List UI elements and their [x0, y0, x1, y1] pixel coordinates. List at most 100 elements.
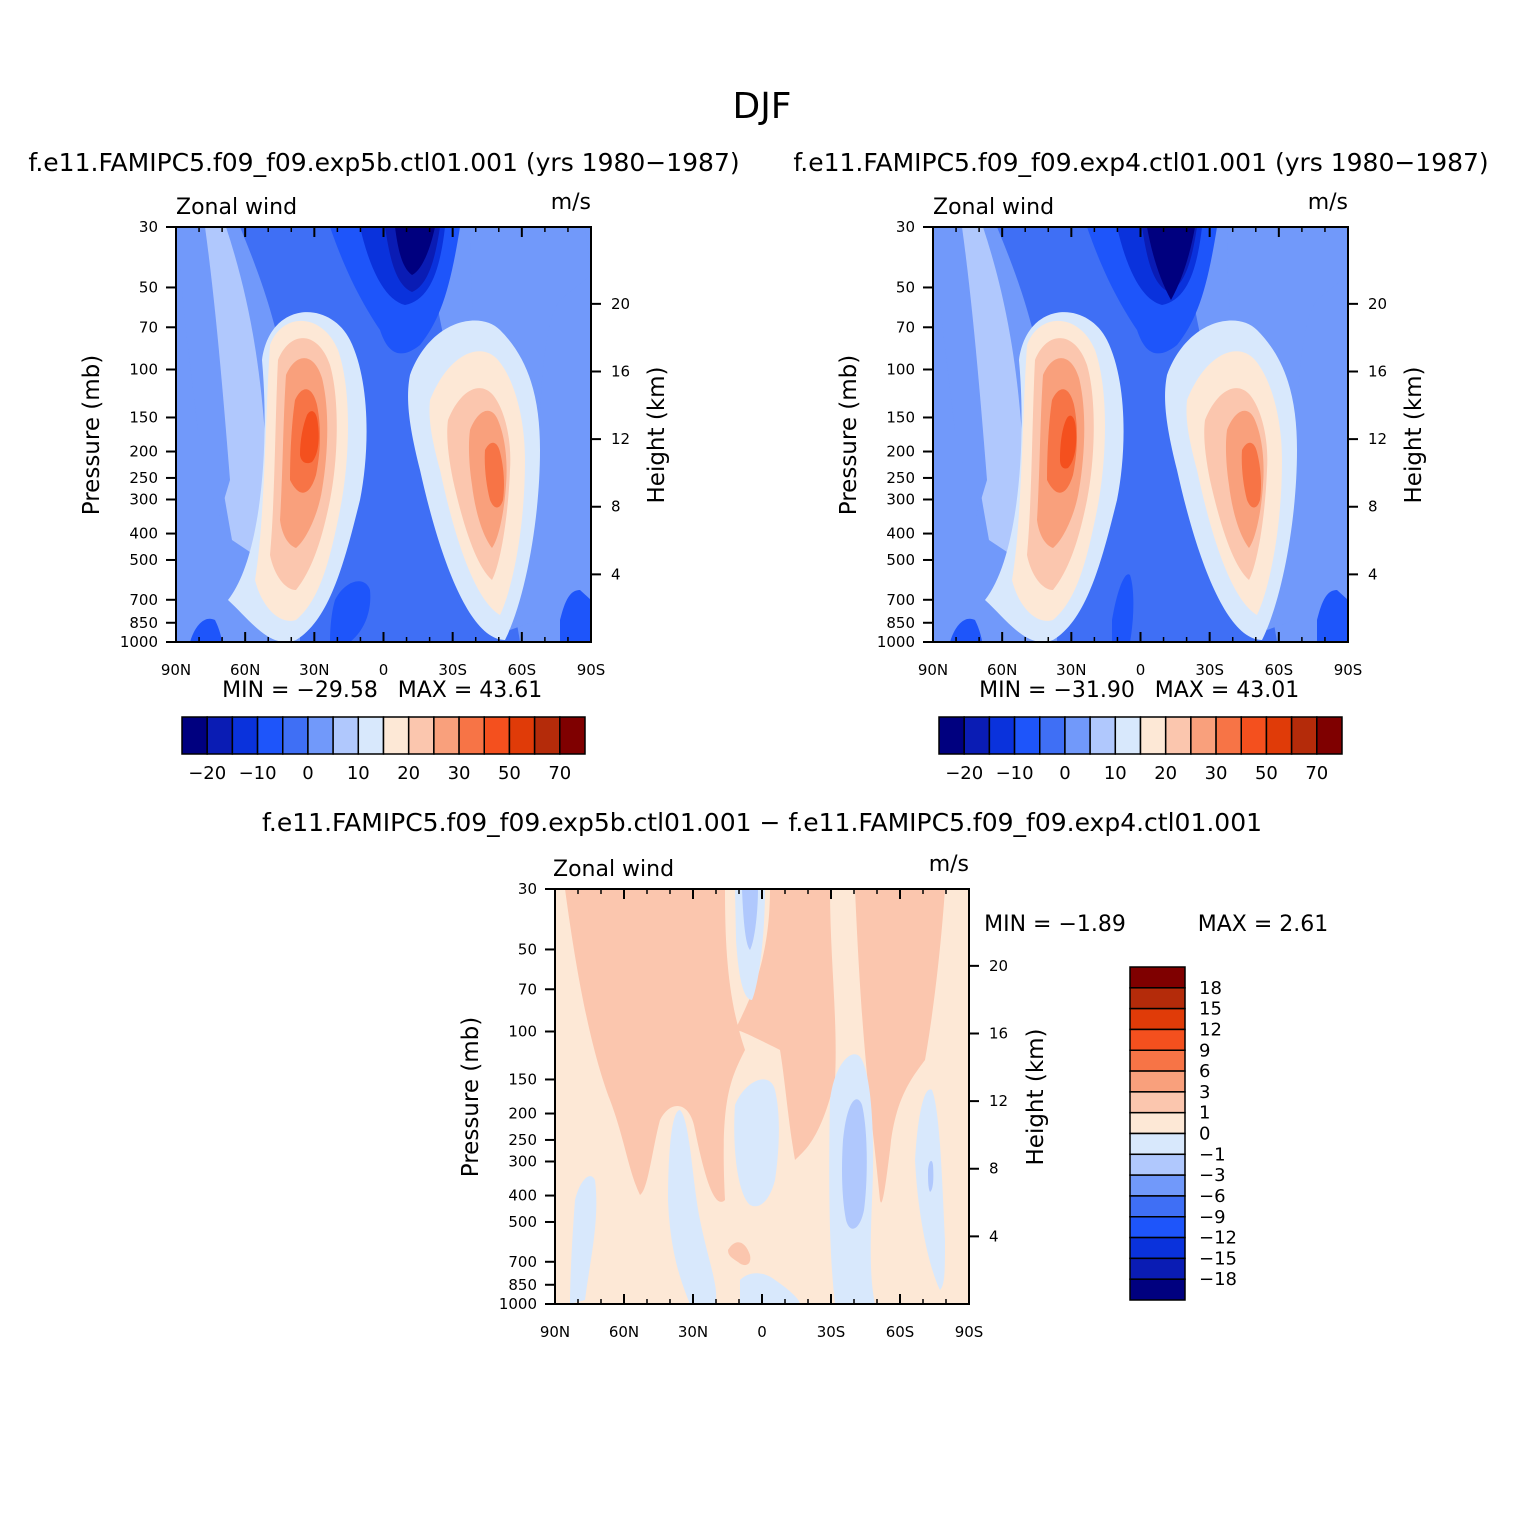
y-tick-label: 30	[139, 218, 158, 236]
colorbar-label: −3	[1199, 1165, 1226, 1186]
panel-3-fill-positive-1	[565, 889, 745, 1202]
colorbar-box	[1316, 716, 1343, 755]
y-tick-label: 850	[886, 614, 915, 632]
y-tick-label: 100	[129, 360, 158, 378]
x-tick-label: 30S	[438, 661, 467, 679]
panel-3-max-label: MAX = 2.61	[1198, 912, 1329, 937]
colorbar-label: 0	[1199, 1124, 1210, 1145]
panel-3-fill-positive-2	[735, 889, 836, 1160]
panel-1-contour-field	[176, 227, 591, 642]
colorbar-label: 9	[1199, 1040, 1210, 1061]
colorbar-box	[963, 716, 991, 755]
colorbar-box	[1129, 1111, 1186, 1135]
colorbar-label: 70	[548, 763, 571, 784]
colorbar-box	[1129, 1195, 1186, 1218]
panel-2-fill-band-3	[933, 227, 987, 520]
x-tick-label: 30S	[1195, 661, 1224, 679]
panel-3-axes: 90N 60N 30N 0 30S 60S 90S 30 50 70 100 150 200 250 300…	[499, 880, 1008, 1341]
colorbar-box	[407, 716, 435, 755]
x-tick-label: 30N	[678, 1323, 708, 1341]
y-tick-label: 700	[129, 591, 158, 609]
x-tick-label: 0	[757, 1323, 767, 1341]
colorbar-label: 0	[302, 763, 313, 784]
y-right-tick-label: 16	[989, 1024, 1008, 1042]
colorbar-box	[1129, 1132, 1186, 1156]
y-tick-label: 30	[518, 880, 537, 898]
colorbar-box	[458, 716, 485, 755]
colorbar-label: 10	[347, 763, 370, 784]
y-tick-label: 50	[896, 278, 915, 296]
x-tick-label: 90N	[161, 661, 191, 679]
colorbar-box	[1240, 716, 1268, 755]
colorbar-box	[1064, 716, 1091, 755]
x-tick-label: 60N	[230, 661, 260, 679]
y-tick-label: 300	[886, 491, 915, 509]
colorbar-label: −20	[188, 763, 226, 784]
panel-2-max-label: MAX = 43.01	[1155, 678, 1300, 703]
colorbar-label: −15	[1199, 1248, 1237, 1269]
colorbar-label: 70	[1305, 763, 1328, 784]
colorbar-box	[1129, 1236, 1186, 1260]
colorbar-label: 3	[1199, 1082, 1210, 1103]
x-tick-label: 90N	[540, 1323, 570, 1341]
y-tick-label: 700	[508, 1253, 537, 1271]
colorbar-box	[433, 716, 460, 755]
figure-title: DJF	[732, 86, 791, 127]
panel-3-left-string: Zonal wind	[553, 857, 674, 882]
y-tick-label: 70	[139, 318, 158, 336]
colorbar-box	[1129, 1174, 1186, 1197]
y-right-tick-label: 12	[1368, 430, 1387, 448]
colorbar-label: −12	[1199, 1228, 1237, 1249]
colorbar-label: −20	[945, 763, 983, 784]
y-tick-label: 200	[886, 443, 915, 461]
y-tick-label: 500	[508, 1213, 537, 1231]
panel-3-fill-negative-2	[742, 889, 758, 950]
panel-2-fill-band-3e	[950, 618, 982, 642]
panel-2-y-right-axis-label: Height (km)	[1401, 366, 1427, 503]
y-tick-label: 200	[508, 1105, 537, 1123]
y-tick-label: 250	[508, 1131, 537, 1149]
panel-2-fill-band-0	[1147, 227, 1195, 300]
colorbar-box	[332, 716, 360, 755]
colorbar-box	[1129, 1070, 1186, 1093]
y-tick-label: 850	[129, 614, 158, 632]
y-tick-label: 1000	[499, 1295, 537, 1313]
panel-1-y-axis-label: Pressure (mb)	[79, 355, 105, 515]
colorbar-box	[307, 716, 334, 755]
colorbar-label: 20	[397, 763, 420, 784]
panel-1-y-right-axis-label: Height (km)	[644, 366, 670, 503]
y-right-tick-label: 8	[611, 498, 621, 516]
y-tick-label: 50	[139, 278, 158, 296]
colorbar-box	[256, 716, 284, 755]
panel-2-axes: 90N 60N 30N 0 30S 60S 90S 30 50 70 100 150 200 250 300…	[877, 218, 1387, 679]
panel-3-units: m/s	[929, 852, 969, 877]
x-tick-label: 30N	[299, 661, 329, 679]
panel-2-fill-band-12	[1060, 415, 1077, 469]
panel-1-colorbar: −20 −10 0 10 20 30 50 70	[181, 716, 586, 784]
colorbar-label: −10	[996, 763, 1034, 784]
panel-1-fill-band-3b	[560, 590, 591, 642]
colorbar-label: 15	[1199, 999, 1222, 1020]
colorbar-label: 50	[498, 763, 521, 784]
panel-1-fill-band-11b	[484, 442, 504, 508]
colorbar-box	[181, 716, 208, 755]
y-right-tick-label: 16	[1368, 362, 1387, 380]
colorbar-label: 1	[1199, 1103, 1210, 1124]
panel-2-subtitle: f.e11.FAMIPC5.f09_f09.exp4.ctl01.001 (yr…	[793, 148, 1488, 177]
colorbar-box	[1129, 1007, 1186, 1031]
panel-2-left-string: Zonal wind	[933, 195, 1054, 220]
y-right-tick-label: 4	[989, 1227, 999, 1245]
colorbar-box	[1290, 716, 1318, 755]
x-tick-label: 90N	[918, 661, 948, 679]
colorbar-box	[282, 716, 309, 755]
colorbar-label: 50	[1255, 763, 1278, 784]
y-tick-label: 500	[886, 551, 915, 569]
x-tick-label: 0	[379, 661, 389, 679]
y-tick-label: 700	[886, 591, 915, 609]
panel-3-fill-positive-3	[855, 889, 945, 1203]
colorbar-label: 10	[1104, 763, 1127, 784]
y-right-tick-label: 20	[989, 957, 1008, 975]
panel-2-y-axis-label: Pressure (mb)	[836, 355, 862, 515]
y-right-tick-label: 4	[611, 565, 621, 583]
y-right-tick-label: 20	[1368, 295, 1387, 313]
